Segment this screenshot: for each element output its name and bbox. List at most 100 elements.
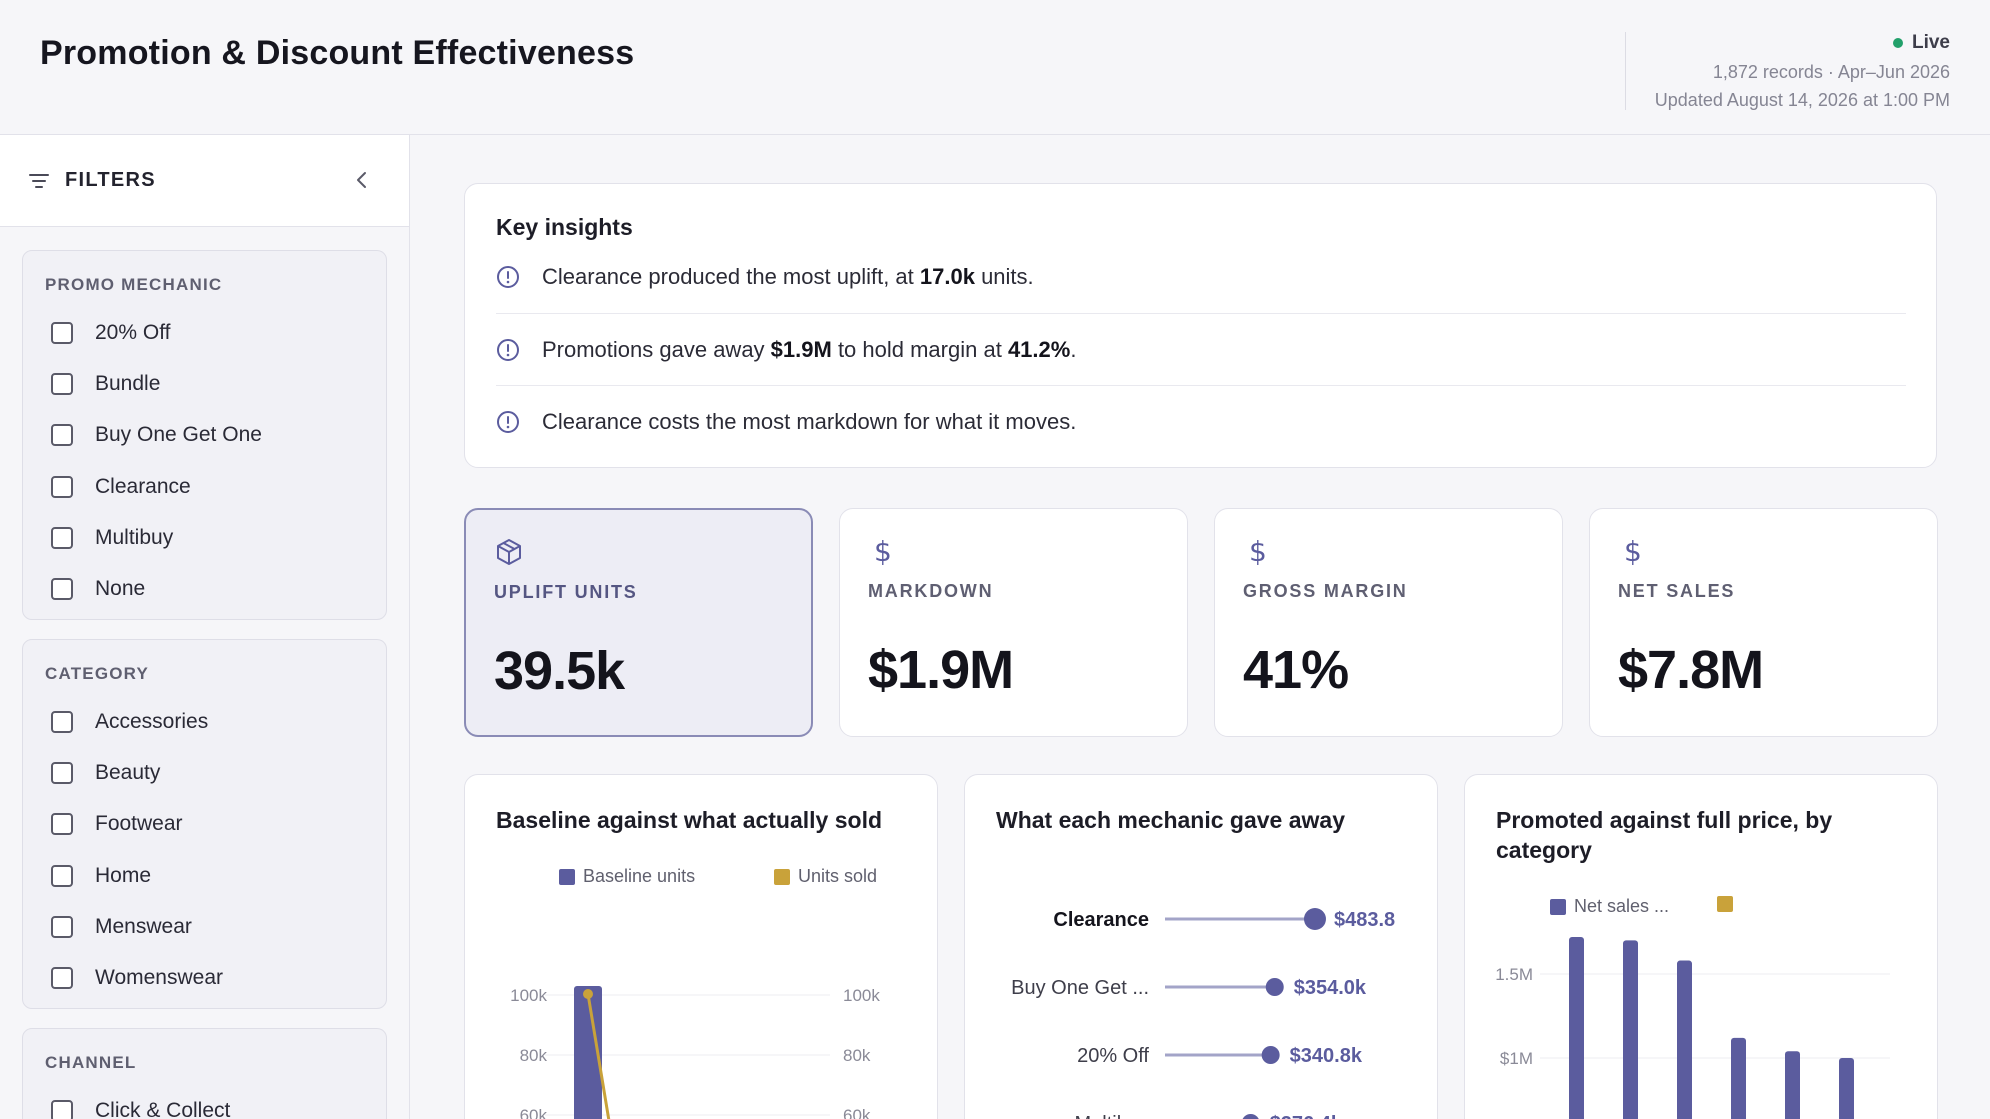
y-tick-label: 60k [520,1106,548,1119]
kpi-label: NET SALES [1618,581,1736,601]
checkbox[interactable] [51,424,73,446]
value-label: $276.4k [1270,1113,1343,1119]
checkbox[interactable] [51,762,73,784]
filter-group-title: PROMO MECHANIC [45,275,223,294]
insights-title: Key insights [496,214,633,240]
filter-icon [29,173,49,188]
kpi-value: 41% [1243,640,1349,700]
category-label: Clearance [1053,909,1149,931]
filter-option[interactable]: 20% Off [51,321,171,345]
y-tick-label: $1M [1500,1049,1533,1068]
dot-marker[interactable] [1265,978,1284,996]
checkbox[interactable] [51,916,73,938]
line-units-sold [586,993,611,1119]
kpi-label: MARKDOWN [868,581,994,601]
filter-option[interactable]: Womenswear [51,966,223,990]
kpi-label: GROSS MARGIN [1243,581,1408,601]
chart-title: Baseline against what actually sold [496,807,883,833]
filter-option[interactable]: Footwear [51,812,183,836]
legend-swatch [774,868,790,885]
dollar-icon: $ [1624,536,1642,566]
kpi-card-net-sales[interactable]: $ NET SALES $7.8M [1589,508,1938,737]
insight-text: Clearance costs the most markdown for wh… [542,409,1077,434]
checkbox[interactable] [51,476,73,498]
filter-option-label: Home [95,864,152,887]
checkbox[interactable] [51,578,73,600]
filter-option[interactable]: Beauty [51,761,160,785]
filter-option-label: Bundle [95,372,161,395]
filter-option[interactable]: Home [51,864,151,888]
filter-option-label: Buy One Get One [95,423,262,446]
checkbox[interactable] [51,1100,73,1119]
checkbox[interactable] [51,527,73,549]
chart-card-mechanic-giveaway: What each mechanic gave away Clearance $4… [964,774,1438,1119]
kpi-card-gross-margin[interactable]: $ GROSS MARGIN 41% [1214,508,1563,737]
legend-item[interactable]: Units sold [774,866,877,887]
filter-group-channel: CHANNEL Click & Collect [22,1028,387,1119]
filter-option[interactable]: Bundle [51,372,160,396]
insight-row: Clearance produced the most uplift, at 1… [496,241,1906,313]
category-bar-chart: 1.5M $1M [1495,937,1890,1119]
bar-net-sales[interactable] [1569,937,1584,1119]
filter-option[interactable]: None [51,577,145,601]
insight-row: Promotions gave away $1.9M to hold margi… [496,314,1906,386]
bar-baseline-units[interactable] [574,986,602,1119]
filters-sidebar: FILTERS PROMO MECHANIC 20% Off Bundle Bu… [0,135,410,1119]
filter-option[interactable]: Menswear [51,915,192,939]
kpi-label: UPLIFT UNITS [494,582,638,602]
dollar-icon: $ [874,536,892,566]
chevron-left-icon[interactable] [351,169,373,191]
last-updated: Updated August 14, 2026 at 1:00 PM [1654,90,1950,110]
checkbox[interactable] [51,322,73,344]
filter-option[interactable]: Accessories [51,710,208,734]
filter-option[interactable]: Clearance [51,475,191,499]
insight-text: Clearance produced the most uplift, at 1… [542,264,1034,289]
filter-group-promo-mechanic: PROMO MECHANIC 20% Off Bundle Buy One Ge… [22,250,387,620]
legend-item[interactable]: Net sales ... [1550,896,1669,917]
kpi-value: 39.5k [494,641,625,701]
bar-net-sales[interactable] [1785,1051,1800,1119]
checkbox[interactable] [51,865,73,887]
dot-marker[interactable] [1303,908,1326,930]
checkbox[interactable] [51,711,73,733]
chart-card-baseline: Baseline against what actually sold Base… [464,774,938,1119]
live-dot-icon [1892,38,1903,48]
filter-option-label: Beauty [95,761,161,784]
checkbox[interactable] [51,373,73,395]
baseline-chart-plot: 100k 100k 80k 80k 60k 60k [510,986,880,1119]
y-tick-label: 100k [510,986,547,1005]
chart-card-promoted-vs-full: Promoted against full price, by category… [1464,774,1938,1119]
filter-option-label: Menswear [95,915,192,938]
point-units-sold[interactable] [583,989,593,999]
alert-circle-icon [497,339,519,361]
filters-title: FILTERS [65,169,156,191]
filter-option-label: Click & Collect [95,1099,231,1119]
checkbox[interactable] [51,813,73,835]
legend-item[interactable] [1717,896,1741,912]
filter-option[interactable]: Click & Collect [51,1099,230,1119]
alert-circle-icon [497,266,519,288]
category-label: Buy One Get ... [1011,977,1149,999]
filter-option-label: Accessories [95,710,209,733]
filter-option[interactable]: Multibuy [51,526,173,550]
filter-option-label: Multibuy [95,526,174,549]
filter-option-label: Clearance [95,475,191,498]
filter-group-title: CHANNEL [45,1053,137,1072]
checkbox[interactable] [51,967,73,989]
dot-marker[interactable] [1261,1046,1280,1064]
bar-net-sales[interactable] [1731,1037,1746,1119]
chart-title: Promoted against full price, by category [1496,807,1833,863]
y-tick-label-right: 100k [843,986,880,1005]
legend-item[interactable]: Baseline units [559,866,695,887]
dot-marker[interactable] [1242,1114,1260,1119]
filter-option[interactable]: Buy One Get One [51,423,262,447]
filter-option-label: None [95,577,146,600]
kpi-value: $1.9M [868,640,1014,700]
bar-net-sales[interactable] [1839,1058,1854,1119]
kpi-card-markdown[interactable]: $ MARKDOWN $1.9M [839,508,1188,737]
kpi-card-uplift-units[interactable]: UPLIFT UNITS 39.5k [464,508,813,737]
value-label: $340.8k [1290,1045,1363,1067]
bar-net-sales[interactable] [1623,940,1638,1119]
bar-net-sales[interactable] [1677,960,1692,1119]
records-count: 1,872 records · Apr–Jun 2026 [1712,62,1950,82]
